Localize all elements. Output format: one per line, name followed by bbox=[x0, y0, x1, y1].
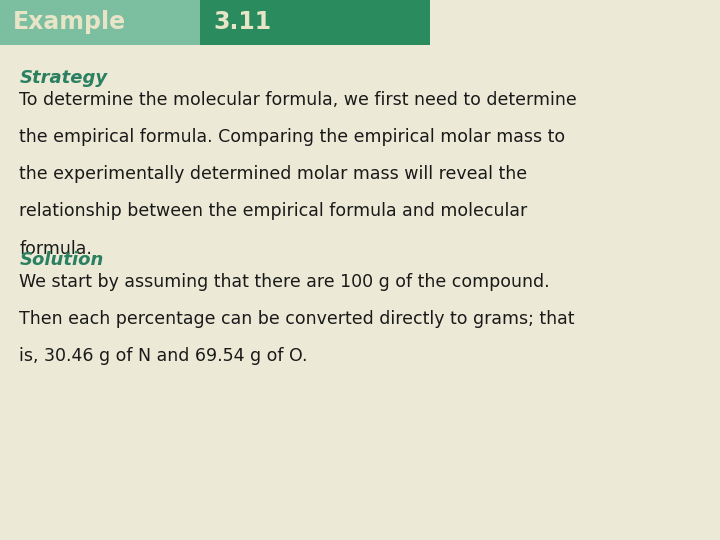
Text: We start by assuming that there are 100 g of the compound.: We start by assuming that there are 100 … bbox=[19, 273, 550, 291]
Text: relationship between the empirical formula and molecular: relationship between the empirical formu… bbox=[19, 202, 528, 220]
Bar bbox=[200, 0, 430, 45]
Text: Solution: Solution bbox=[19, 251, 104, 269]
Text: 3.11: 3.11 bbox=[213, 10, 271, 35]
Bar bbox=[0, 0, 200, 45]
Text: Then each percentage can be converted directly to grams; that: Then each percentage can be converted di… bbox=[19, 310, 575, 328]
Text: the experimentally determined molar mass will reveal the: the experimentally determined molar mass… bbox=[19, 165, 528, 183]
Text: Strategy: Strategy bbox=[19, 69, 107, 87]
Text: Example: Example bbox=[13, 10, 126, 35]
Text: is, 30.46 g of N and 69.54 g of O.: is, 30.46 g of N and 69.54 g of O. bbox=[19, 347, 308, 365]
Text: To determine the molecular formula, we first need to determine: To determine the molecular formula, we f… bbox=[19, 91, 577, 109]
Text: the empirical formula. Comparing the empirical molar mass to: the empirical formula. Comparing the emp… bbox=[19, 128, 566, 146]
Text: formula.: formula. bbox=[19, 240, 92, 258]
